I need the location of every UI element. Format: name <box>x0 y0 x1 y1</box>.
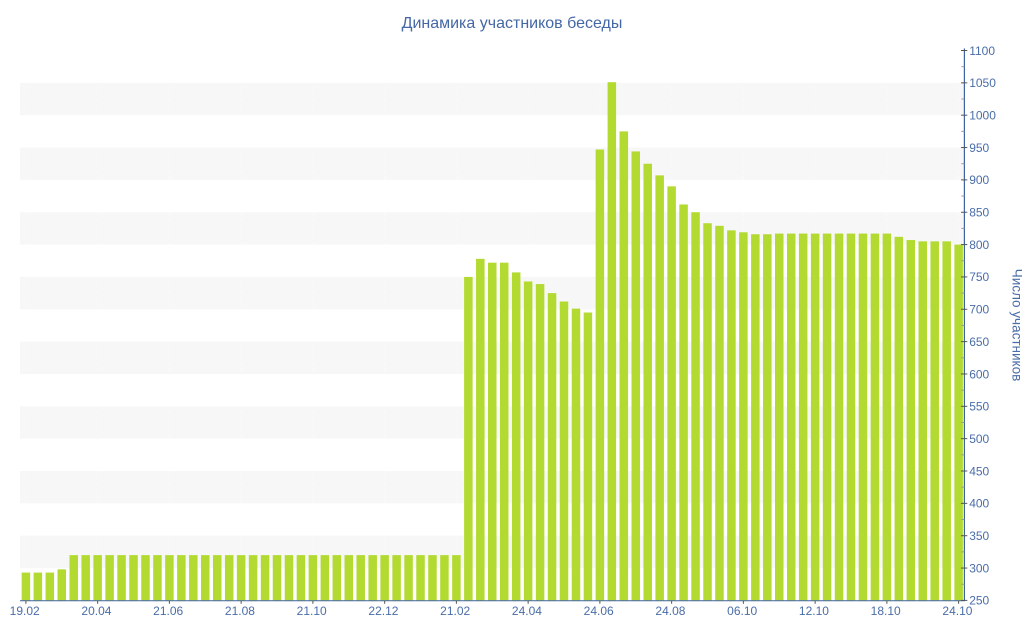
svg-text:700: 700 <box>969 303 989 317</box>
svg-text:900: 900 <box>969 173 989 187</box>
svg-text:600: 600 <box>969 367 989 381</box>
svg-text:24.06: 24.06 <box>584 604 614 618</box>
svg-text:1100: 1100 <box>969 44 995 58</box>
svg-text:19.02: 19.02 <box>10 604 40 618</box>
svg-text:21.06: 21.06 <box>153 604 183 618</box>
svg-text:24.04: 24.04 <box>512 604 542 618</box>
svg-text:300: 300 <box>969 561 989 575</box>
svg-text:Динамика участников беседы: Динамика участников беседы <box>402 15 623 32</box>
svg-text:250: 250 <box>969 594 989 608</box>
svg-text:850: 850 <box>969 206 989 220</box>
svg-text:12.10: 12.10 <box>799 604 829 618</box>
svg-text:20.04: 20.04 <box>81 604 111 618</box>
svg-text:1000: 1000 <box>969 108 996 122</box>
svg-text:800: 800 <box>969 238 989 252</box>
svg-text:450: 450 <box>969 464 989 478</box>
svg-text:18.10: 18.10 <box>871 604 901 618</box>
svg-text:650: 650 <box>969 335 989 349</box>
svg-text:Число участников: Число участников <box>1010 269 1024 382</box>
svg-text:400: 400 <box>969 497 989 511</box>
svg-text:24.08: 24.08 <box>655 604 685 618</box>
svg-text:1050: 1050 <box>969 76 996 90</box>
svg-text:750: 750 <box>969 270 989 284</box>
svg-text:06.10: 06.10 <box>727 604 757 618</box>
svg-text:22.12: 22.12 <box>368 604 398 618</box>
svg-text:21.08: 21.08 <box>225 604 255 618</box>
svg-text:21.10: 21.10 <box>297 604 327 618</box>
svg-text:500: 500 <box>969 432 989 446</box>
svg-text:950: 950 <box>969 141 989 155</box>
svg-text:21.02: 21.02 <box>440 604 470 618</box>
svg-text:24.10: 24.10 <box>942 604 972 618</box>
svg-text:550: 550 <box>969 400 989 414</box>
svg-text:350: 350 <box>969 529 989 543</box>
